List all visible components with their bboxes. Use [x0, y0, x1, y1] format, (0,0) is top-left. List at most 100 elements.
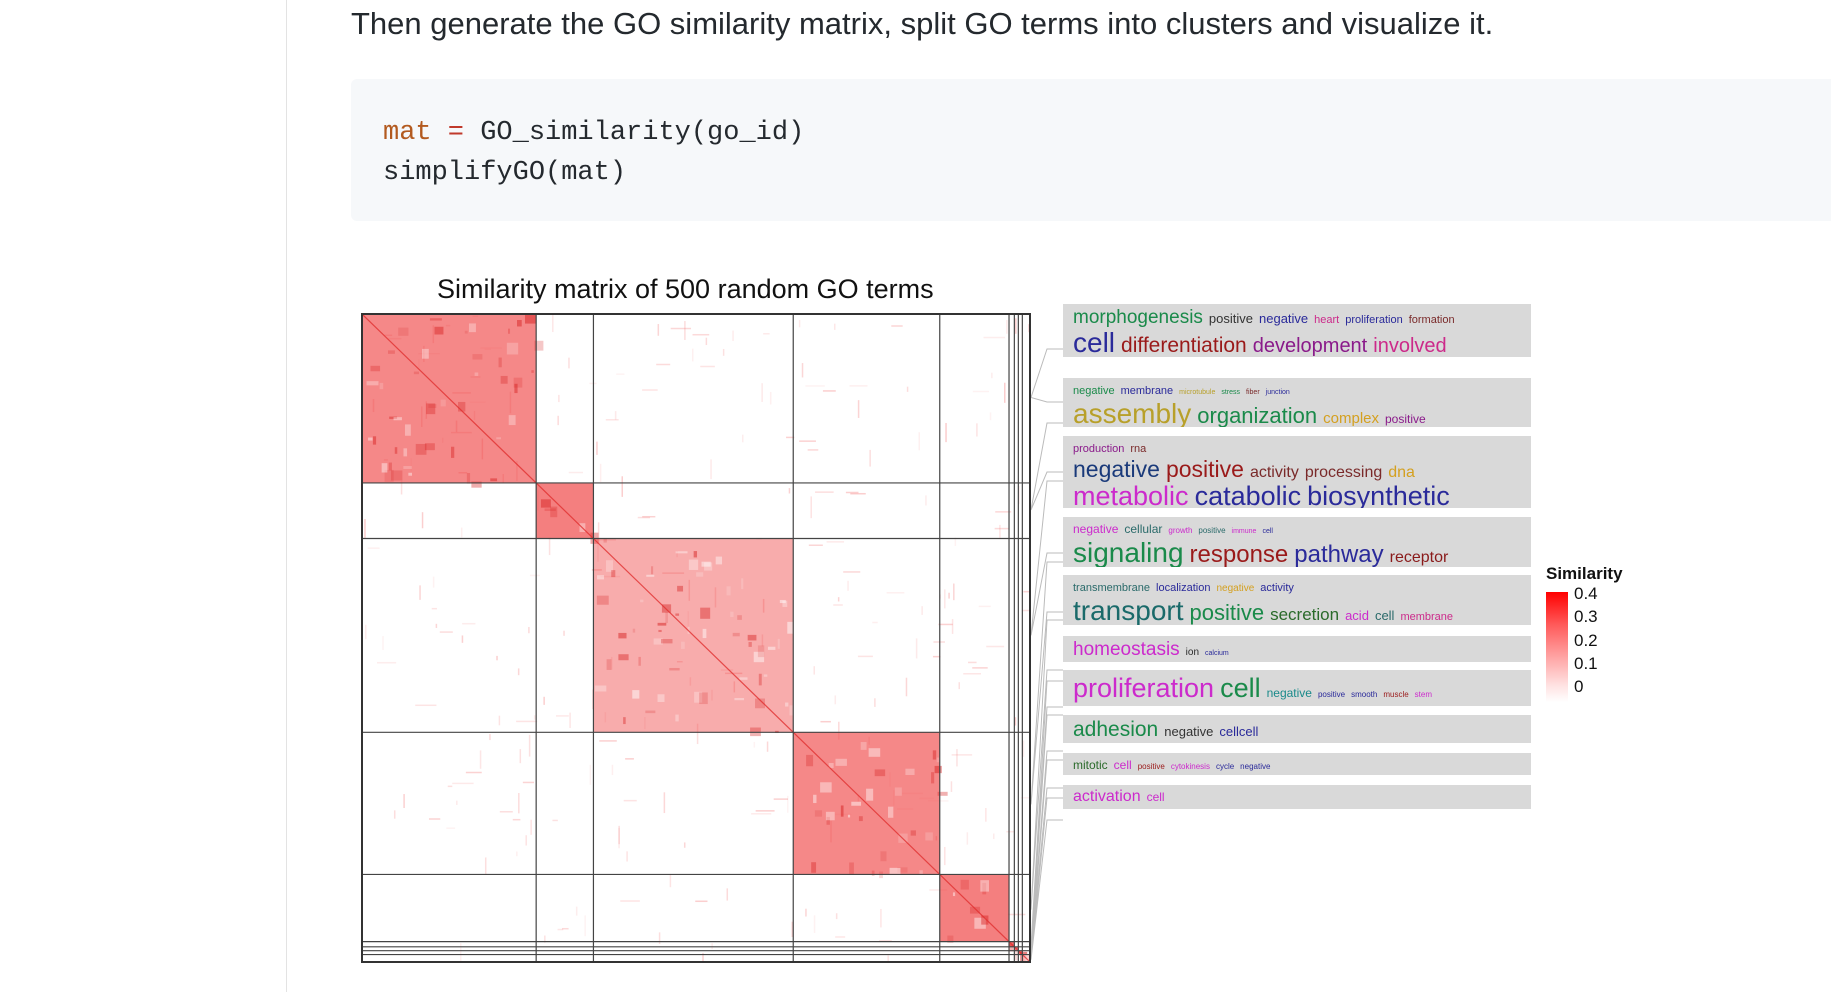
- heatmap-speckle: [918, 432, 921, 451]
- block-texture: [450, 446, 455, 458]
- block-texture: [531, 370, 534, 373]
- block-texture: [969, 906, 981, 914]
- wordcloud-word: positive: [1137, 762, 1165, 771]
- block-texture: [828, 762, 834, 768]
- heatmap-speckle: [722, 348, 725, 356]
- block-texture: [466, 472, 471, 484]
- block-texture: [415, 443, 427, 455]
- block-texture: [394, 447, 398, 454]
- block-texture: [500, 375, 508, 384]
- wordcloud-word: mitotic: [1073, 758, 1108, 772]
- block-texture: [490, 478, 498, 482]
- block-texture: [428, 404, 437, 408]
- heatmap-speckle: [710, 459, 712, 480]
- block-texture: [426, 403, 436, 415]
- heatmap-speckle: [569, 712, 571, 728]
- heatmap-speckle: [688, 579, 691, 601]
- wordcloud-word: localization: [1156, 582, 1211, 594]
- heatmap-speckle: [991, 372, 993, 379]
- heatmap-speckle: [950, 781, 953, 792]
- heatmap-speckle: [978, 605, 991, 608]
- heatmap-speckle: [986, 645, 1005, 648]
- wordcloud-word: positive: [1317, 690, 1346, 699]
- heatmap-speckle: [568, 357, 570, 369]
- heatmap-speckle: [963, 672, 981, 675]
- heatmap-speckle: [599, 463, 602, 483]
- heatmap-speckle: [845, 491, 859, 494]
- heatmap-speckle: [700, 365, 715, 368]
- wordcloud-word: negative: [1259, 311, 1309, 326]
- legend-tick-label: 0: [1574, 677, 1584, 696]
- heatmap-speckle: [834, 695, 837, 705]
- heatmap-speckle: [787, 795, 789, 813]
- wordcloud-word: adhesion: [1073, 718, 1159, 741]
- heatmap-speckle: [575, 906, 578, 916]
- block-texture: [550, 506, 558, 518]
- block-texture: [792, 640, 797, 643]
- block-texture: [498, 357, 502, 368]
- heatmap-speckle: [496, 655, 498, 661]
- heatmap-speckle: [452, 782, 474, 785]
- block-texture: [429, 318, 442, 321]
- heatmap-speckle: [563, 630, 565, 636]
- block-texture: [868, 748, 881, 757]
- heatmap-speckle: [822, 390, 836, 392]
- heatmap-speckle: [702, 953, 704, 961]
- block-texture: [785, 702, 789, 707]
- heatmap-speckle: [714, 587, 717, 608]
- heatmap-speckle: [393, 810, 396, 819]
- wordcloud-word: negative: [1073, 522, 1119, 536]
- block-texture: [960, 879, 969, 890]
- heatmap-speckle: [751, 813, 772, 815]
- wordcloud-word: proliferation: [1073, 673, 1215, 703]
- wordcloud-panel: transmembrane localization negative activit…: [1063, 575, 1531, 625]
- wordcloud-word: cell: [1146, 790, 1165, 804]
- block-texture: [661, 639, 673, 644]
- block-texture: [675, 551, 688, 554]
- heatmap-speckle: [837, 597, 840, 602]
- wordcloud-word: receptor: [1389, 548, 1449, 566]
- block-texture: [1019, 954, 1023, 961]
- block-texture: [811, 862, 817, 873]
- heatmap-speckle: [968, 661, 977, 664]
- wordcloud-word: negative: [1073, 455, 1160, 482]
- block-texture: [887, 806, 894, 818]
- block-texture: [618, 632, 627, 639]
- block-texture: [755, 698, 765, 709]
- block-texture: [699, 692, 708, 705]
- heatmap-speckle: [742, 434, 744, 443]
- connector-line: [1031, 561, 1063, 805]
- heatmap-speckle: [956, 749, 958, 767]
- heatmap-speckle: [692, 348, 694, 362]
- block-texture: [645, 710, 656, 714]
- heatmap-speckle: [976, 423, 978, 437]
- block-texture: [675, 714, 679, 722]
- heatmap-speckle: [938, 623, 953, 626]
- block-texture: [704, 562, 713, 571]
- wordcloud-word: organization: [1197, 402, 1318, 427]
- heatmap-speckle: [367, 547, 380, 549]
- code-block[interactable]: mat = GO_similarity(go_id) simplifyGO(ma…: [351, 79, 1831, 221]
- heatmap-speckle: [662, 572, 685, 574]
- block-texture: [403, 448, 408, 457]
- heatmap-speckle: [725, 672, 743, 675]
- wordcloud-word: membrane: [1120, 385, 1174, 397]
- heatmap-speckle: [484, 857, 487, 875]
- heatmap-speckle: [460, 527, 463, 538]
- code-op: =: [431, 118, 481, 148]
- block-texture: [702, 628, 707, 639]
- block-texture: [847, 814, 851, 818]
- heatmap-speckle: [807, 449, 819, 451]
- heatmap-speckle: [499, 811, 513, 813]
- block-texture: [389, 416, 398, 419]
- code-var: mat: [383, 118, 432, 148]
- similarity-heatmap: [361, 313, 1031, 963]
- block-texture: [513, 377, 523, 388]
- block-texture: [508, 415, 516, 426]
- block-texture: [1025, 955, 1029, 961]
- heatmap-speckle: [753, 741, 756, 748]
- block-texture: [1015, 950, 1019, 961]
- heatmap-speckle: [805, 908, 807, 917]
- legend-title: Similarity: [1546, 564, 1623, 583]
- wordcloud-word: positive: [1385, 411, 1426, 426]
